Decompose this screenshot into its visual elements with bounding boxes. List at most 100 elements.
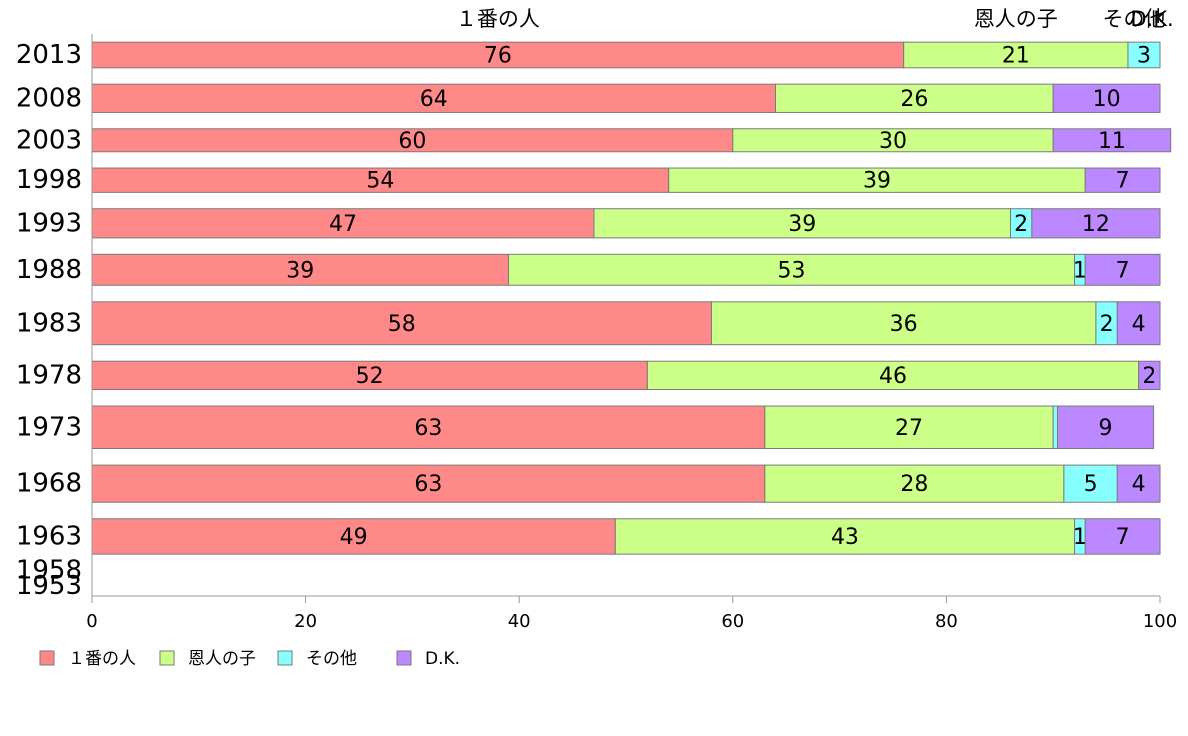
bar-1998-series-3 <box>1084 167 1161 193</box>
bar-2003-series-3 <box>1052 128 1172 153</box>
bar-2013-series-2 <box>1127 41 1161 69</box>
data-label-1978-series-3: 2 <box>1142 364 1156 389</box>
x-tick-label-40: 40 <box>508 611 531 632</box>
data-label-1988-series-3: 7 <box>1116 258 1130 283</box>
bar-1983-series-3 <box>1116 301 1161 346</box>
legend-label-0: １番の人 <box>68 649 136 669</box>
y-label-1988: 1988 <box>16 255 82 285</box>
y-axis-labels: 2013 2008 2003 1998 1993 1988 1983 1978 1973 1968… <box>16 40 82 601</box>
data-label-2013-series-0: 76 <box>484 43 512 68</box>
bar-1973-series-1 <box>764 405 1054 449</box>
legend-swatch-1 <box>159 650 175 666</box>
x-tick-label-80: 80 <box>935 611 958 632</box>
data-label-1978-series-0: 52 <box>356 364 384 389</box>
y-label-1983: 1983 <box>16 308 82 338</box>
y-label-1953: 1953 <box>16 571 82 601</box>
y-label-1963: 1963 <box>16 521 82 551</box>
bar-2013-series-1 <box>903 41 1129 69</box>
data-label-2003-series-0: 60 <box>398 129 426 154</box>
y-label-1993: 1993 <box>16 208 82 238</box>
data-label-1963-series-1: 43 <box>831 525 859 550</box>
bar-1993-series-0 <box>91 208 595 239</box>
legend-swatch-3 <box>396 650 412 666</box>
y-label-1968: 1968 <box>16 469 82 499</box>
data-label-1993-series-2: 2 <box>1014 212 1028 237</box>
data-label-2008-series-1: 26 <box>900 87 928 112</box>
y-label-2013: 2013 <box>16 40 82 70</box>
top-label-series-0: １番の人 <box>456 7 540 31</box>
data-label-2013-series-2: 3 <box>1137 43 1151 68</box>
x-tick-label-0: 0 <box>86 611 97 632</box>
x-tick-label-60: 60 <box>721 611 744 632</box>
bar-1983-series-1 <box>710 301 1097 346</box>
bar-1963-series-1 <box>614 518 1076 555</box>
x-tick-label-100: 100 <box>1143 611 1177 632</box>
bar-1968-series-1 <box>764 464 1065 503</box>
data-label-2013-series-1: 21 <box>1002 43 1030 68</box>
data-label-1978-series-1: 46 <box>879 364 907 389</box>
data-label-1963-series-3: 7 <box>1116 525 1130 550</box>
data-label-1963-series-0: 49 <box>340 525 368 550</box>
data-label-1983-series-0: 58 <box>388 312 416 337</box>
data-label-2003-series-3: 11 <box>1098 129 1126 154</box>
bar-1988-series-1 <box>508 253 1076 286</box>
data-label-1988-series-0: 39 <box>286 258 314 283</box>
data-label-1998-series-0: 54 <box>366 169 394 194</box>
x-axis: 0 20 40 60 80 100 <box>86 34 1177 632</box>
bar-1963-series-0 <box>91 518 616 555</box>
top-label-series-1: 恩人の子 <box>974 7 1058 31</box>
y-label-2008: 2008 <box>16 83 82 113</box>
legend-swatch-0 <box>39 650 55 666</box>
y-label-1998: 1998 <box>16 165 82 195</box>
data-label-1968-series-3: 4 <box>1132 472 1146 497</box>
bar-1963-series-3 <box>1084 518 1161 555</box>
data-label-1963-series-2: 1 <box>1073 525 1087 550</box>
data-label-1973-series-3: 9 <box>1099 416 1113 441</box>
bar-2008-series-0 <box>91 83 777 113</box>
data-label-2008-series-0: 64 <box>420 87 448 112</box>
bar-1983-series-0 <box>91 301 712 346</box>
data-label-1968-series-0: 63 <box>414 472 442 497</box>
data-label-1983-series-1: 36 <box>890 312 918 337</box>
data-label-1993-series-1: 39 <box>788 212 816 237</box>
data-label-1988-series-1: 53 <box>778 258 806 283</box>
legend-label-3: D.K. <box>425 649 460 669</box>
data-label-1973-series-1: 27 <box>895 416 923 441</box>
y-label-1958: 1958 <box>16 555 82 585</box>
bar-2008-series-1 <box>775 83 1054 113</box>
bar-1968-series-0 <box>91 464 766 503</box>
data-label-1968-series-2: 5 <box>1084 472 1098 497</box>
x-tick-label-20: 20 <box>294 611 317 632</box>
bar-1973-series-2 <box>1052 405 1058 449</box>
data-label-1973-series-0: 63 <box>414 416 442 441</box>
data-label-1993-series-0: 47 <box>329 212 357 237</box>
legend-label-2: その他 <box>306 649 357 669</box>
data-label-1983-series-3: 4 <box>1132 312 1146 337</box>
legend-label-1: 恩人の子 <box>188 649 256 669</box>
bar-2008-series-3 <box>1052 83 1161 113</box>
data-label-1988-series-2: 1 <box>1073 258 1087 283</box>
y-label-2003: 2003 <box>16 125 82 155</box>
bar-2013-series-0 <box>91 41 905 69</box>
top-label-series-3: D.K. <box>1130 7 1173 31</box>
data-label-1968-series-1: 28 <box>900 472 928 497</box>
data-label-2008-series-3: 10 <box>1093 87 1121 112</box>
data-label-2003-series-1: 30 <box>879 129 907 154</box>
bar-1978-series-3 <box>1138 360 1161 391</box>
y-label-1973: 1973 <box>16 412 82 442</box>
top-label-series-2: その他 <box>1103 7 1166 31</box>
legend-swatch-2 <box>277 650 293 666</box>
data-label-1983-series-2: 2 <box>1100 312 1114 337</box>
data-label-1993-series-3: 12 <box>1082 212 1110 237</box>
bar-1993-series-3 <box>1031 208 1161 239</box>
data-label-1998-series-1: 39 <box>863 169 891 194</box>
y-label-1978: 1978 <box>16 360 82 390</box>
bar-1988-series-3 <box>1084 253 1161 286</box>
bar-1978-series-1 <box>646 360 1140 391</box>
bar-1968-series-3 <box>1116 464 1161 503</box>
bar-1968-series-2 <box>1063 464 1118 503</box>
data-label-1998-series-3: 7 <box>1116 169 1130 194</box>
